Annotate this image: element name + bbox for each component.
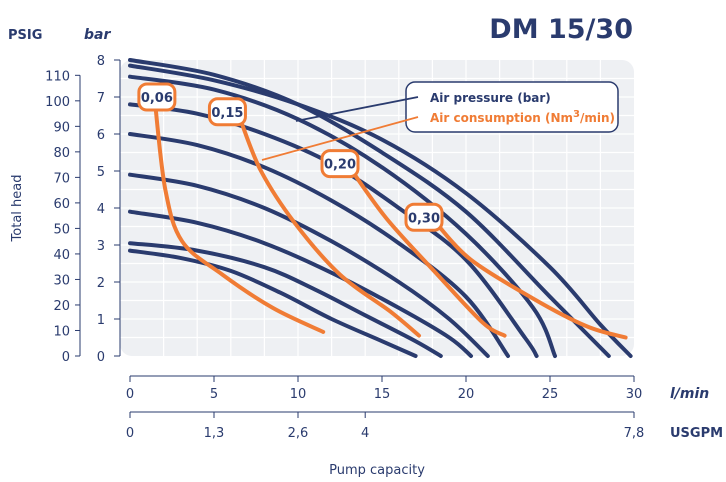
x-axis-usgpm: 0 1,3 2,6 4 7,8: [126, 411, 645, 441]
bar-tick-label: 4: [97, 202, 105, 217]
y-axis-psig: 0 10 20 30 40 50 60 70 80 90 100 110: [45, 69, 81, 365]
legend-box: [405, 81, 619, 133]
lmin-tick-label: 15: [374, 387, 391, 402]
psig-tick-label: 110: [45, 69, 70, 84]
bar-tick-label: 7: [97, 91, 105, 106]
psig-tick-label: 0: [62, 350, 70, 365]
consumption-curve-2: [238, 119, 421, 338]
consumption-curve-4: [435, 222, 628, 340]
psig-tick-label: 50: [53, 222, 70, 237]
pressure-curves: [128, 58, 633, 358]
usgpm-tick-label: 2,6: [288, 426, 309, 441]
consumption-label: 0,30: [408, 211, 440, 226]
psig-tick-label: 90: [53, 120, 70, 135]
pressure-curve-6: [128, 102, 539, 358]
bar-tick-label: 0: [97, 350, 105, 365]
chart-title: DM 15/30: [489, 14, 633, 45]
psig-tick-label: 70: [53, 171, 70, 186]
psig-tick-label: 80: [53, 146, 70, 161]
psig-tick-label: 60: [53, 197, 70, 212]
psig-tick-label: 30: [53, 273, 70, 288]
usgpm-tick-label: 7,8: [624, 426, 645, 441]
psig-tick-label: 10: [53, 324, 70, 339]
legend-consumption-leader: [261, 116, 419, 161]
psig-tick-label: 20: [53, 299, 70, 314]
bar-unit-label: bar: [84, 27, 111, 43]
consumption-label-box: [320, 149, 360, 179]
bar-tick-label: 6: [97, 128, 105, 143]
bar-tick-label: 8: [97, 54, 105, 69]
consumption-curves: [153, 102, 628, 340]
usgpm-tick-label: 0: [126, 426, 134, 441]
pressure-curve-2: [128, 241, 443, 358]
usgpm-tick-label: 4: [361, 426, 369, 441]
lmin-unit-label: l/min: [670, 386, 709, 402]
consumption-curve-1: [153, 102, 326, 334]
consumption-label: 0,20: [324, 158, 356, 173]
lmin-tick-label: 0: [126, 387, 134, 402]
lmin-tick-label: 30: [626, 387, 643, 402]
usgpm-unit-label: USGPM: [670, 426, 723, 441]
bar-tick-label: 5: [97, 165, 105, 180]
lmin-tick-label: 20: [458, 387, 475, 402]
y-axis-label: Total head: [10, 175, 25, 243]
psig-tick-label: 100: [45, 95, 70, 110]
consumption-label-box: [207, 97, 247, 127]
consumption-curve-3: [351, 170, 507, 338]
pressure-curve-9: [128, 63, 633, 358]
consumption-label-box: [137, 82, 177, 112]
pressure-curve-8: [128, 58, 611, 358]
x-axis-label: Pump capacity: [329, 463, 425, 478]
pressure-curve-3: [128, 209, 473, 358]
pressure-curve-5: [128, 132, 510, 358]
lmin-tick-label: 25: [542, 387, 559, 402]
bar-tick-label: 3: [97, 239, 105, 254]
pressure-curve-7: [128, 74, 557, 358]
pressure-curve-1: [128, 248, 418, 358]
consumption-label: 0,06: [141, 91, 173, 106]
consumption-label-box: [404, 202, 444, 232]
y-axis-bar: 0 1 2 3 4 5 6 7 8: [97, 54, 121, 365]
pressure-curve-4: [128, 172, 490, 358]
consumption-curve-labels: 0,06 0,15 0,20 0,30: [137, 82, 444, 232]
legend-pressure-label: Air pressure (bar): [430, 91, 551, 105]
usgpm-tick-label: 1,3: [204, 426, 225, 441]
lmin-tick-label: 5: [210, 387, 218, 402]
legend-consumption-label: Air consumption (Nm3/min): [430, 109, 615, 125]
x-axis-lmin: 0 5 10 15 20 25 30: [126, 375, 643, 402]
psig-unit-label: PSIG: [8, 28, 42, 43]
legend: Air pressure (bar) Air consumption (Nm3/…: [261, 81, 619, 161]
legend-pressure-leader: [295, 96, 419, 122]
psig-tick-label: 40: [53, 248, 70, 263]
bar-tick-label: 2: [97, 276, 105, 291]
lmin-tick-label: 10: [290, 387, 307, 402]
bar-tick-label: 1: [97, 313, 105, 328]
consumption-label: 0,15: [211, 106, 243, 121]
